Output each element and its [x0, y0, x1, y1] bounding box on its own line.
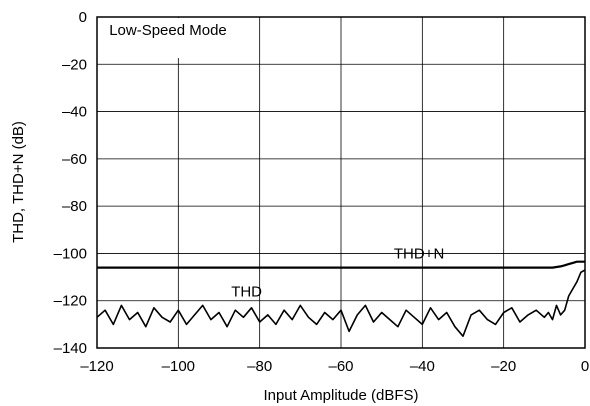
grid: [97, 17, 585, 348]
x-axis-label: Input Amplitude (dBFS): [263, 387, 418, 404]
y-tick-labels: 0 –20 –40 –60 –80 –100 –120 –140: [54, 9, 87, 357]
y-tick-label: –120: [54, 293, 87, 310]
x-tick-label: –20: [491, 358, 516, 375]
x-tick-label: –40: [410, 358, 435, 375]
x-tick-labels: –120 –100 –80 –60 –40 –20 0: [80, 358, 589, 375]
x-tick-label: –120: [80, 358, 113, 375]
annotation-thd-n: THD+N: [394, 245, 444, 262]
mode-label-box: [99, 18, 254, 58]
y-tick-label: –20: [62, 56, 87, 73]
y-tick-label: –140: [54, 340, 87, 357]
series-lines: [96, 260, 586, 338]
annotation-thd: THD: [231, 283, 262, 300]
x-tick-label: 0: [581, 358, 589, 375]
y-tick-label: –60: [62, 151, 87, 168]
series-thd-n-line: [97, 260, 585, 269]
y-tick-label: –100: [54, 245, 87, 262]
plot-frame: [96, 16, 586, 349]
y-tick-label: –80: [62, 198, 87, 215]
series-thd-line: [96, 269, 586, 338]
annotation-low-speed-mode: Low-Speed Mode: [109, 22, 227, 39]
y-axis-label: THD, THD+N (dB): [10, 121, 27, 243]
y-tick-label: –40: [62, 104, 87, 121]
x-tick-label: –60: [328, 358, 353, 375]
y-tick-label: 0: [79, 9, 87, 26]
x-tick-label: –80: [247, 358, 272, 375]
x-tick-label: –100: [162, 358, 195, 375]
